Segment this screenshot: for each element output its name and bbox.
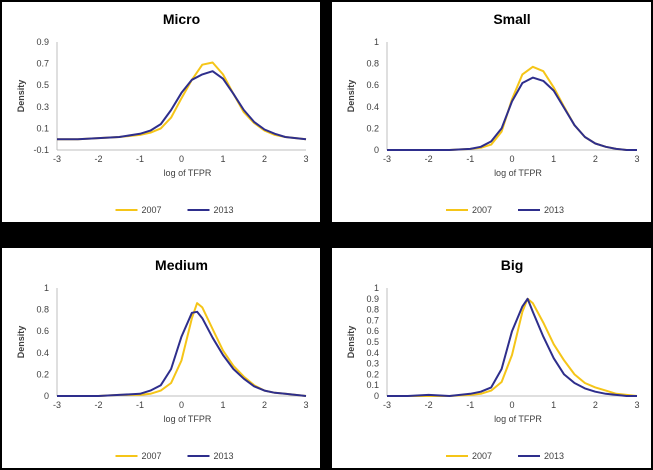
chart-title: Medium (155, 257, 208, 273)
y-tick-label: 0.8 (36, 305, 49, 315)
y-tick-label: 0.6 (366, 80, 379, 90)
x-tick-label: -1 (136, 154, 144, 164)
x-tick-label: -1 (466, 154, 474, 164)
chart-panel-big: Big 0 0.1 0.2 0.3 0.4 0.5 0.6 0.7 0.8 0.9 1 -3 -2 -1 0 1… (332, 248, 651, 468)
x-tick-label: -2 (425, 400, 433, 410)
chart-svg: Medium 0 0.2 0.4 0.6 0.8 1 -3 -2 -1 0 1 2 3 log of TFP… (16, 257, 309, 461)
legend-label-2007: 2007 (472, 451, 492, 461)
y-tick-label: 0 (374, 391, 379, 401)
chart-svg: Micro -0.1 0.1 0.3 0.5 0.7 0.9 -3 -2 -1 0 1 2 3 log of… (16, 11, 309, 215)
x-tick-label: -3 (383, 400, 391, 410)
x-tick-label: 3 (634, 400, 639, 410)
series-line-2007 (387, 297, 638, 397)
y-tick-label: 0.4 (366, 348, 379, 358)
chart-title: Big (501, 257, 524, 273)
legend-label-2013: 2013 (544, 451, 564, 461)
x-tick-label: 2 (262, 400, 267, 410)
x-tick-label: -2 (94, 154, 102, 164)
x-tick-label: -1 (136, 400, 144, 410)
y-tick-label: 1 (374, 283, 379, 293)
y-tick-label: 0 (44, 391, 49, 401)
y-tick-label: 0.5 (366, 337, 379, 347)
x-tick-label: 2 (593, 154, 598, 164)
x-tick-label: 2 (593, 400, 598, 410)
y-tick-label: 0.3 (366, 359, 379, 369)
x-tick-label: 1 (220, 154, 225, 164)
legend-label-2007: 2007 (142, 205, 162, 215)
y-axis-label: Density (16, 80, 26, 113)
legend-label-2013: 2013 (214, 451, 234, 461)
y-tick-label: 0.9 (36, 37, 49, 47)
legend-label-2013: 2013 (214, 205, 234, 215)
x-tick-label: 1 (551, 400, 556, 410)
chart-svg: Small 0 0.2 0.4 0.6 0.8 1 -3 -2 -1 0 1 2 3 log of TFPR… (346, 11, 640, 215)
x-tick-label: -2 (94, 400, 102, 410)
x-tick-label: 0 (509, 154, 514, 164)
x-tick-label: -3 (383, 154, 391, 164)
y-tick-label: 0.5 (36, 80, 49, 90)
x-tick-label: -1 (466, 400, 474, 410)
y-tick-label: 1 (374, 37, 379, 47)
series-line-2013 (387, 297, 637, 397)
y-tick-label: 0.7 (36, 59, 49, 69)
x-axis-label: log of TFPR (494, 168, 542, 178)
y-tick-label: 0.4 (366, 102, 379, 112)
x-tick-label: -2 (425, 154, 433, 164)
x-tick-label: 0 (179, 154, 184, 164)
x-tick-label: 2 (262, 154, 267, 164)
x-tick-label: 1 (551, 154, 556, 164)
chart-title: Small (493, 11, 530, 27)
legend-label-2007: 2007 (142, 451, 162, 461)
y-tick-label: 1 (44, 283, 49, 293)
series-line-2013 (387, 76, 637, 151)
y-tick-label: 0.4 (36, 348, 49, 358)
x-tick-label: 3 (303, 154, 308, 164)
x-tick-label: 3 (634, 154, 639, 164)
y-tick-label: 0.9 (366, 294, 379, 304)
series-line-2013 (57, 310, 307, 397)
series-line-2007 (57, 302, 307, 397)
y-tick-label: 0.1 (366, 380, 379, 390)
y-axis-label: Density (16, 326, 26, 359)
y-tick-label: 0.6 (366, 326, 379, 336)
x-axis-label: log of TFPR (164, 414, 212, 424)
y-tick-label: 0.6 (36, 326, 49, 336)
y-tick-label: 0.7 (366, 315, 379, 325)
y-tick-label: 0.3 (36, 102, 49, 112)
y-tick-label: 0.1 (36, 123, 49, 133)
y-tick-label: 0.8 (366, 305, 379, 315)
x-tick-label: -3 (53, 154, 61, 164)
x-tick-label: 3 (303, 400, 308, 410)
y-tick-label: 0.2 (36, 369, 49, 379)
series-line-2007 (387, 65, 637, 151)
y-tick-label: 0.8 (366, 59, 379, 69)
legend-label-2013: 2013 (544, 205, 564, 215)
x-tick-label: -3 (53, 400, 61, 410)
chart-panel-small: Small 0 0.2 0.4 0.6 0.8 1 -3 -2 -1 0 1 2 3 log of TFPR… (332, 2, 651, 222)
y-tick-label: 0.2 (366, 123, 379, 133)
y-tick-label: 0.2 (366, 369, 379, 379)
legend-label-2007: 2007 (472, 205, 492, 215)
y-tick-label: -0.1 (33, 145, 49, 155)
x-axis-label: log of TFPR (494, 414, 542, 424)
chart-panel-micro: Micro -0.1 0.1 0.3 0.5 0.7 0.9 -3 -2 -1 0 1 2 3 log of… (2, 2, 320, 222)
y-axis-label: Density (346, 326, 356, 359)
x-axis-label: log of TFPR (164, 168, 212, 178)
series-line-2007 (57, 61, 307, 141)
y-tick-label: 0 (374, 145, 379, 155)
chart-panel-medium: Medium 0 0.2 0.4 0.6 0.8 1 -3 -2 -1 0 1 2 3 log of TFP… (2, 248, 320, 468)
y-axis-label: Density (346, 80, 356, 113)
x-tick-label: 0 (179, 400, 184, 410)
series-line-2013 (57, 70, 307, 141)
x-tick-label: 1 (220, 400, 225, 410)
chart-title: Micro (163, 11, 200, 27)
x-tick-label: 0 (509, 400, 514, 410)
